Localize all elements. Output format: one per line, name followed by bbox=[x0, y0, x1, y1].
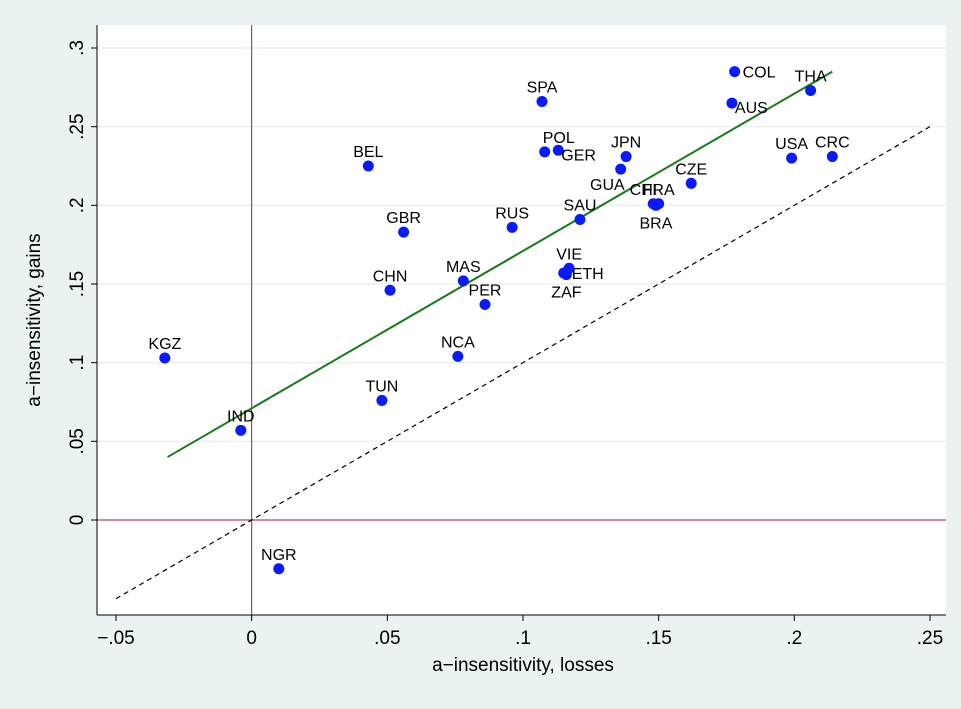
point-label-per: PER bbox=[469, 282, 502, 299]
y-tick-label: .2 bbox=[67, 197, 88, 213]
point-label-bel: BEL bbox=[353, 144, 383, 161]
data-point-usa bbox=[786, 152, 798, 164]
x-tick-label: .1 bbox=[515, 628, 531, 649]
point-label-gbr: GBR bbox=[386, 210, 421, 227]
data-point-kgz bbox=[159, 352, 171, 364]
data-point-spa bbox=[536, 95, 548, 107]
x-tick-label: 0 bbox=[246, 628, 257, 649]
data-point-cze bbox=[685, 177, 697, 189]
point-layer bbox=[159, 66, 838, 575]
fit-line bbox=[167, 70, 833, 458]
data-point-jpn bbox=[620, 151, 632, 163]
point-label-chn: CHN bbox=[373, 268, 408, 285]
point-label-jpn: JPN bbox=[611, 135, 641, 152]
point-label-usa: USA bbox=[775, 136, 808, 153]
x-tick-label: .25 bbox=[917, 628, 943, 649]
y-axis-title: a−insensitivity, gains bbox=[24, 233, 45, 406]
point-label-tha: THA bbox=[795, 68, 827, 85]
data-point-aus bbox=[726, 97, 738, 109]
y-tick-label: .1 bbox=[67, 355, 88, 371]
reference-lines bbox=[97, 25, 946, 615]
x-tick-label: .05 bbox=[374, 628, 400, 649]
point-label-ngr: NGR bbox=[261, 547, 297, 564]
point-labels: KGZINDNGRBELGBRCHNTUNMASPERNCARUSSPAPOLG… bbox=[148, 65, 849, 564]
data-point-bra bbox=[650, 199, 662, 211]
point-label-tun: TUN bbox=[365, 378, 398, 395]
x-tick-label: −.05 bbox=[97, 628, 135, 649]
data-point-tha bbox=[805, 84, 817, 96]
data-point-gbr bbox=[398, 226, 410, 238]
point-label-ger: GER bbox=[561, 147, 596, 164]
point-label-kgz: KGZ bbox=[148, 336, 181, 353]
plot-area bbox=[97, 25, 946, 615]
data-point-chn bbox=[384, 284, 396, 296]
data-point-ger bbox=[552, 144, 564, 156]
point-label-sau: SAU bbox=[564, 197, 597, 214]
axes: −.05 0 .05 .1 .15 .2 .25 0 .05 .1 .15 .2 .25 .3 bbox=[67, 25, 946, 649]
data-point-tun bbox=[376, 394, 388, 406]
x-axis-title: a−insensitivity, losses bbox=[432, 655, 614, 676]
point-label-gua: GUA bbox=[590, 177, 625, 194]
point-label-spa: SPA bbox=[527, 79, 558, 96]
data-point-ngr bbox=[273, 563, 285, 575]
x-tick-label: .2 bbox=[786, 628, 802, 649]
point-label-eth: ETH bbox=[572, 266, 604, 283]
data-point-zaf bbox=[560, 269, 572, 281]
point-label-cze: CZE bbox=[675, 161, 707, 178]
data-point-col bbox=[729, 66, 741, 78]
point-label-vie: VIE bbox=[556, 246, 582, 263]
point-label-fra: FRA bbox=[643, 182, 675, 199]
point-label-crc: CRC bbox=[815, 135, 850, 152]
data-point-rus bbox=[506, 221, 518, 233]
data-point-mas bbox=[457, 275, 469, 287]
data-point-per bbox=[479, 298, 491, 310]
point-label-nca: NCA bbox=[441, 334, 475, 351]
data-point-ind bbox=[235, 424, 247, 436]
point-label-aus: AUS bbox=[735, 100, 768, 117]
data-point-sau bbox=[574, 213, 586, 225]
data-point-pol bbox=[539, 146, 551, 158]
x-tick-label: .15 bbox=[645, 628, 671, 649]
data-point-gua bbox=[615, 163, 627, 175]
point-label-chi: CHI bbox=[630, 182, 658, 199]
data-point-bel bbox=[362, 160, 374, 172]
point-label-mas: MAS bbox=[446, 259, 481, 276]
point-label-col: COL bbox=[743, 65, 776, 82]
y-tick-label: .05 bbox=[67, 428, 88, 454]
point-label-rus: RUS bbox=[495, 205, 529, 222]
grid-layer bbox=[97, 47, 946, 442]
point-label-bra: BRA bbox=[640, 215, 673, 232]
y-tick-label: .15 bbox=[67, 271, 88, 297]
y-tick-label: .3 bbox=[67, 40, 88, 56]
diagonal-line bbox=[115, 126, 931, 600]
y-tick-label: 0 bbox=[67, 515, 88, 526]
data-point-crc bbox=[826, 151, 838, 163]
y-tick-label: .25 bbox=[67, 113, 88, 139]
point-label-zaf: ZAF bbox=[551, 285, 581, 302]
data-point-nca bbox=[452, 350, 464, 362]
point-label-pol: POL bbox=[543, 130, 575, 147]
point-label-ind: IND bbox=[227, 408, 255, 425]
line-layer bbox=[115, 70, 931, 600]
